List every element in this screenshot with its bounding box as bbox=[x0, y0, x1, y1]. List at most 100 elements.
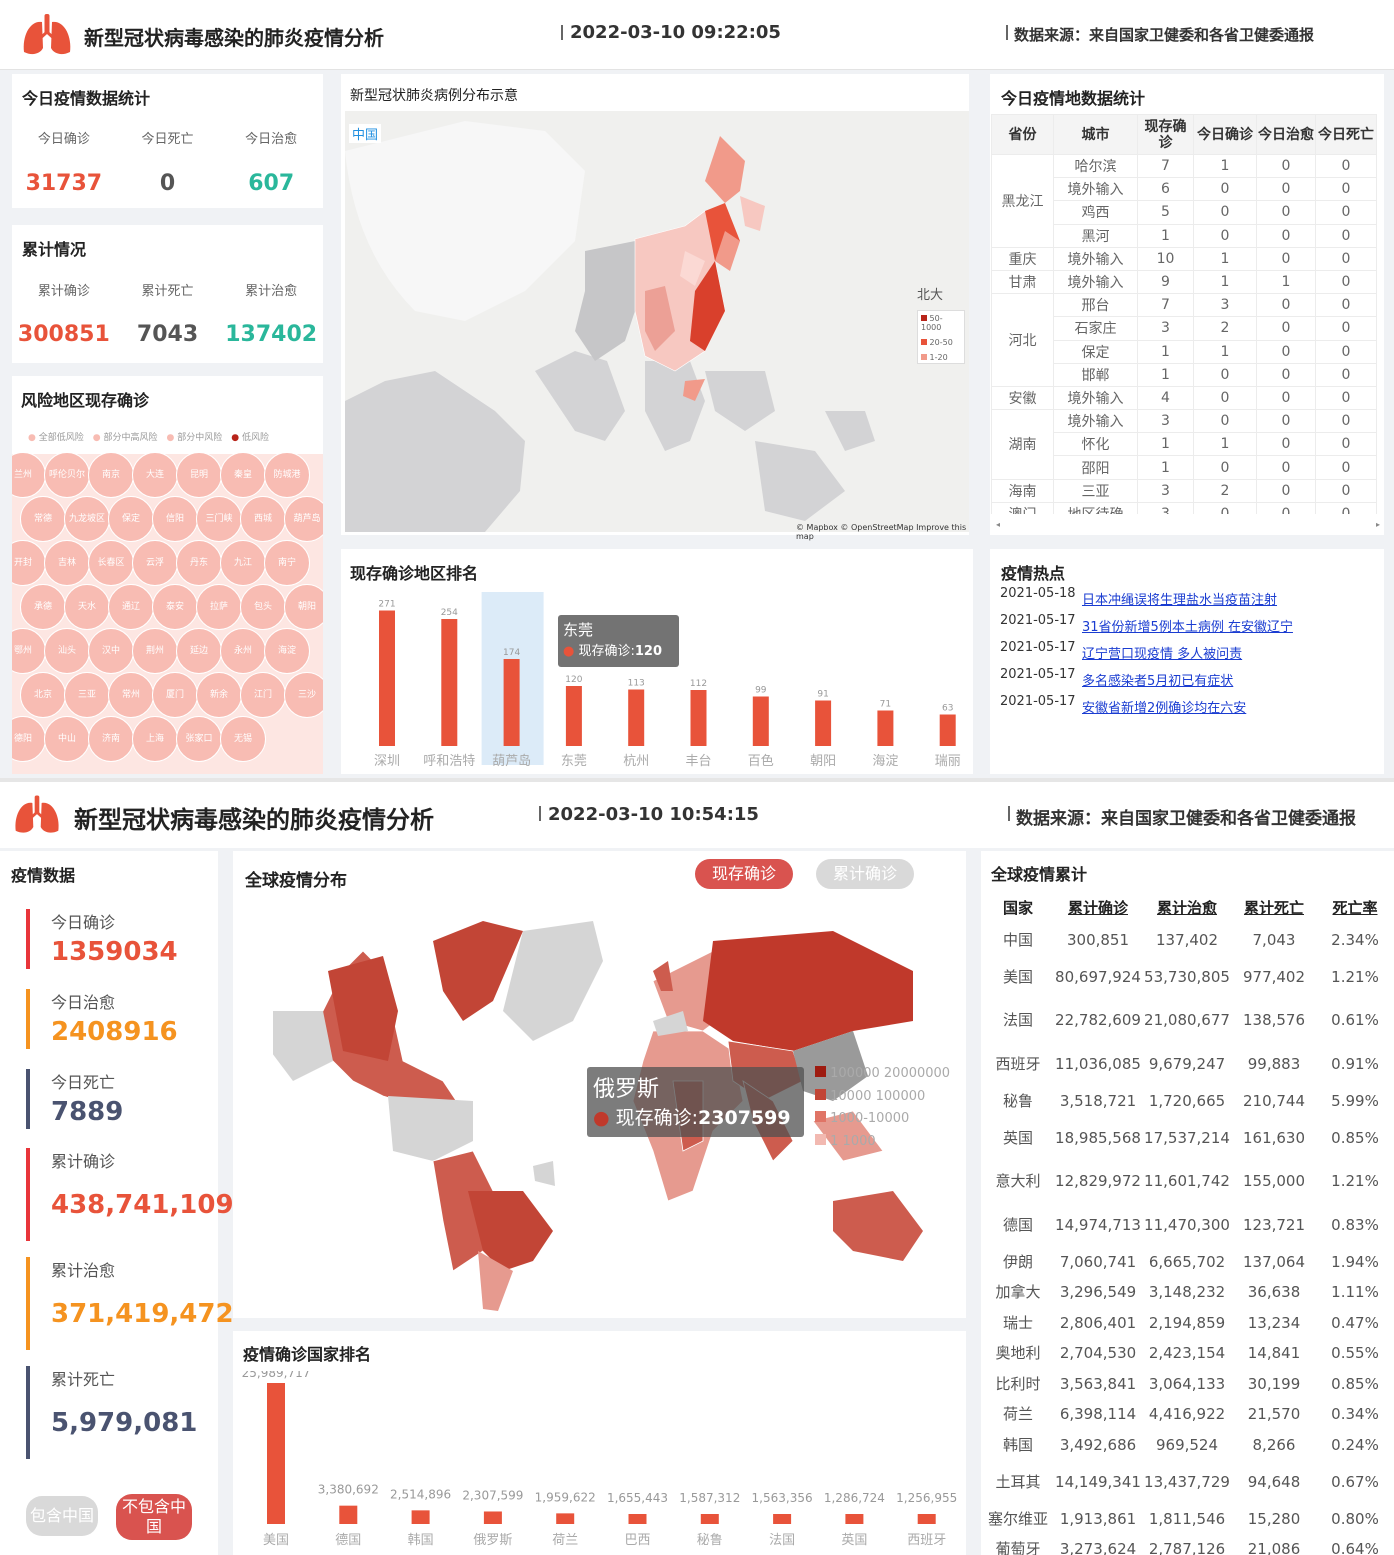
bar[interactable] bbox=[267, 1383, 285, 1524]
map-attribution[interactable]: © Mapbox © OpenStreetMap Improve this ma… bbox=[796, 523, 967, 541]
risk-bubble-label: 通辽 bbox=[121, 601, 140, 612]
bar[interactable] bbox=[752, 696, 769, 747]
risk-bubble[interactable]: 三亚 bbox=[64, 672, 110, 718]
risk-bubble[interactable]: 上海 bbox=[132, 716, 178, 762]
risk-bubble[interactable]: 天水 bbox=[64, 584, 110, 630]
risk-bubble[interactable]: 九江 bbox=[220, 540, 266, 586]
bar[interactable] bbox=[628, 1514, 647, 1524]
bar-value-label: 3,380,692 bbox=[318, 1483, 379, 1497]
risk-bubble[interactable]: 兰州 bbox=[12, 452, 46, 498]
bar[interactable] bbox=[877, 710, 894, 747]
risk-bubble[interactable]: 德阳 bbox=[12, 716, 46, 762]
risk-bubble[interactable]: 防城港 bbox=[264, 452, 310, 498]
bar[interactable] bbox=[939, 714, 956, 747]
risk-bubble[interactable]: 济南 bbox=[88, 716, 134, 762]
news-link[interactable]: 安徽省新增2例确诊均在六安 bbox=[1082, 701, 1247, 716]
risk-bubble[interactable]: 江门 bbox=[240, 672, 286, 718]
risk-bubble[interactable]: 海淀 bbox=[264, 628, 310, 674]
risk-bubble[interactable]: 永州 bbox=[220, 628, 266, 674]
tab-total-confirmed[interactable]: 累计确诊 bbox=[816, 859, 914, 889]
news-link[interactable]: 辽宁营口现疫情 多人被问责 bbox=[1082, 647, 1243, 662]
bar[interactable] bbox=[700, 1514, 719, 1524]
risk-bubble[interactable]: 大连 bbox=[132, 452, 178, 498]
risk-bubble[interactable]: 九龙坡区 bbox=[64, 496, 110, 542]
legend-low-all[interactable]: ● 全部低风险 bbox=[28, 433, 84, 443]
risk-bubble[interactable]: 昆明 bbox=[176, 452, 222, 498]
risk-bubble[interactable]: 厦门 bbox=[152, 672, 198, 718]
tab-current-confirmed[interactable]: 现存确诊 bbox=[695, 859, 793, 889]
value-cell: 0 bbox=[1256, 223, 1316, 248]
bar[interactable] bbox=[628, 689, 645, 747]
bar[interactable] bbox=[845, 1514, 864, 1524]
province-table-card: 今日疫情地数据统计 省份 城市 现存确诊 今日确诊 今日治愈 今日死亡 黑龙江哈… bbox=[990, 74, 1384, 535]
risk-bubble[interactable]: 保定 bbox=[108, 496, 154, 542]
risk-bubble[interactable]: 秦皇 bbox=[220, 452, 266, 498]
risk-bubble[interactable]: 通辽 bbox=[108, 584, 154, 630]
bar[interactable] bbox=[815, 700, 832, 747]
risk-bubble[interactable]: 常州 bbox=[108, 672, 154, 718]
th-total-confirmed[interactable]: 累计确诊 bbox=[1067, 898, 1128, 917]
risk-bubble[interactable]: 汕头 bbox=[44, 628, 90, 674]
risk-bubble[interactable]: 南宁 bbox=[264, 540, 310, 586]
legend-mid[interactable]: ● 部分中风险 bbox=[166, 433, 223, 443]
risk-bubble[interactable]: 张家口 bbox=[176, 716, 222, 762]
risk-bubble[interactable]: 承德 bbox=[20, 584, 66, 630]
bar[interactable] bbox=[917, 1514, 936, 1524]
risk-bubble[interactable]: 包头 bbox=[240, 584, 286, 630]
bar[interactable] bbox=[483, 1511, 502, 1524]
bar[interactable] bbox=[503, 659, 520, 746]
risk-bubble[interactable]: 无锡 bbox=[220, 716, 266, 762]
news-link[interactable]: 多名感染者5月初已有症状 bbox=[1082, 674, 1234, 689]
bar[interactable] bbox=[441, 619, 458, 746]
china-tag[interactable]: 中国 bbox=[349, 124, 382, 143]
th-country[interactable]: 国家 bbox=[1002, 898, 1033, 917]
bar[interactable] bbox=[565, 686, 582, 746]
risk-bubble[interactable]: 云浮 bbox=[132, 540, 178, 586]
bar[interactable] bbox=[690, 690, 707, 746]
bar[interactable] bbox=[379, 610, 395, 747]
risk-bubble[interactable]: 常德 bbox=[20, 496, 66, 542]
confirmed-cell: 1,913,861 bbox=[1059, 1509, 1137, 1528]
risk-bubble[interactable]: 长春区 bbox=[88, 540, 134, 586]
risk-bubble[interactable]: 葫芦岛 bbox=[284, 496, 323, 542]
risk-bubble[interactable]: 开封 bbox=[12, 540, 46, 586]
bar[interactable] bbox=[411, 1510, 430, 1524]
include-china-button[interactable]: 包含中国 bbox=[26, 1496, 98, 1536]
risk-bubble[interactable]: 拉萨 bbox=[196, 584, 242, 630]
legend-mid-high[interactable]: ● 部分中高风险 bbox=[92, 433, 158, 443]
risk-bubble[interactable]: 中山 bbox=[44, 716, 90, 762]
risk-bubble[interactable]: 西城 bbox=[240, 496, 286, 542]
legend-low[interactable]: ● 低风险 bbox=[231, 433, 269, 443]
bar[interactable] bbox=[556, 1513, 575, 1524]
bar-category-label: 东莞 bbox=[561, 754, 587, 769]
exclude-china-button[interactable]: 不包含中国 bbox=[116, 1494, 192, 1540]
bar[interactable] bbox=[339, 1505, 358, 1524]
risk-bubble[interactable]: 新余 bbox=[196, 672, 242, 718]
table-row: 美国 80,697,924 53,730,805 977,402 1.21% bbox=[983, 956, 1393, 1000]
bar[interactable] bbox=[773, 1514, 792, 1524]
risk-bubble[interactable]: 延边 bbox=[176, 628, 222, 674]
risk-bubble[interactable]: 吉林 bbox=[44, 540, 90, 586]
news-link[interactable]: 31省份新增5例本土病例 在安徽辽宁 bbox=[1082, 620, 1293, 635]
th-death-rate[interactable]: 死亡率 bbox=[1332, 898, 1378, 917]
th-total-cured[interactable]: 累计治愈 bbox=[1156, 898, 1217, 917]
risk-bubble[interactable]: 汉中 bbox=[88, 628, 134, 674]
risk-bubble[interactable]: 丹东 bbox=[176, 540, 222, 586]
province-table-scroll[interactable]: 省份 城市 现存确诊 今日确诊 今日治愈 今日死亡 黑龙江 哈尔滨 7 1 0 0 境外输入… bbox=[991, 114, 1377, 514]
risk-bubble[interactable]: 南京 bbox=[88, 452, 134, 498]
horizontal-scrollbar[interactable]: ◂ ▸ bbox=[996, 520, 1380, 529]
risk-bubble[interactable]: 信阳 bbox=[152, 496, 198, 542]
risk-bubble[interactable]: 呼伦贝尔 bbox=[44, 452, 90, 498]
map-view[interactable] bbox=[345, 111, 969, 532]
risk-bubble[interactable]: 三沙 bbox=[284, 672, 323, 718]
th-total-death[interactable]: 累计死亡 bbox=[1243, 898, 1304, 917]
risk-bubble[interactable]: 朝阳 bbox=[284, 584, 323, 630]
news-link[interactable]: 日本冲绳误将生理盐水当疫苗注射 bbox=[1082, 593, 1278, 608]
risk-bubble[interactable]: 三门峡 bbox=[196, 496, 242, 542]
risk-bubble[interactable]: 北京 bbox=[20, 672, 66, 718]
risk-bubble-label: 天水 bbox=[77, 601, 96, 612]
risk-bubble[interactable]: 泰安 bbox=[152, 584, 198, 630]
city-cell: 哈尔滨 bbox=[1053, 153, 1138, 179]
risk-bubble[interactable]: 荆州 bbox=[132, 628, 178, 674]
risk-bubble[interactable]: 鄂州 bbox=[12, 628, 46, 674]
